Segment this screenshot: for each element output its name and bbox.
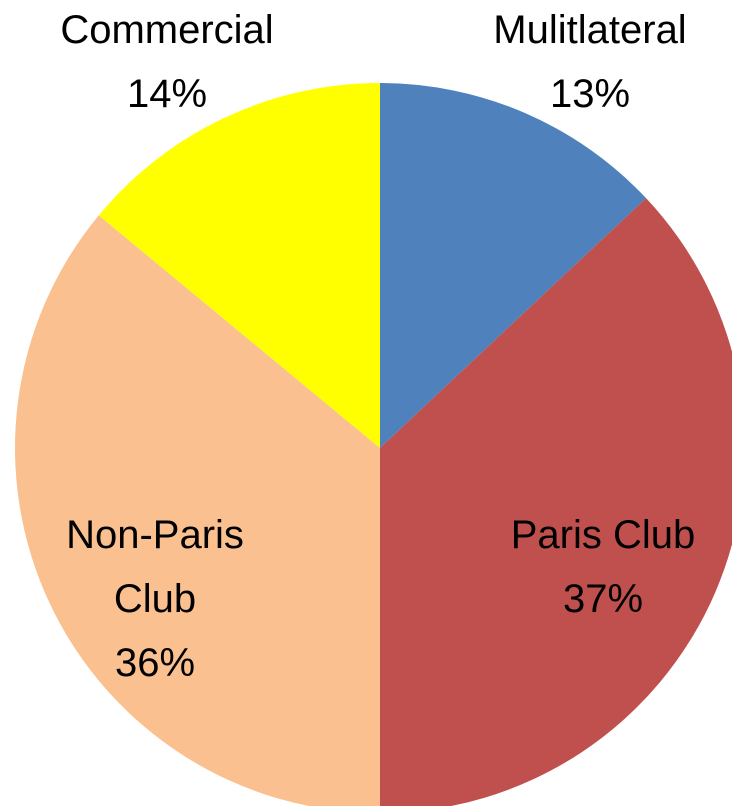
slice-name: Paris Club (510, 513, 696, 557)
data-label: Non-Paris Club 36% (55, 503, 255, 695)
data-label: Paris Club 37% (478, 503, 728, 631)
slice-value: 36% (114, 641, 196, 685)
data-label: Commercial 14% (17, 0, 317, 126)
slice-value: 14% (126, 72, 208, 116)
slice-name: Mulitlateral (493, 8, 687, 52)
pie-slice (15, 215, 380, 806)
slice-name: Non-Paris Club (66, 513, 244, 621)
data-label: Mulitlateral 13% (450, 0, 730, 126)
pie-slice (380, 198, 732, 806)
pie-slice (380, 83, 647, 448)
slice-value: 37% (562, 577, 644, 621)
pie-slice (98, 82, 380, 448)
slice-value: 13% (549, 72, 631, 116)
slice-name: Commercial (60, 8, 274, 52)
